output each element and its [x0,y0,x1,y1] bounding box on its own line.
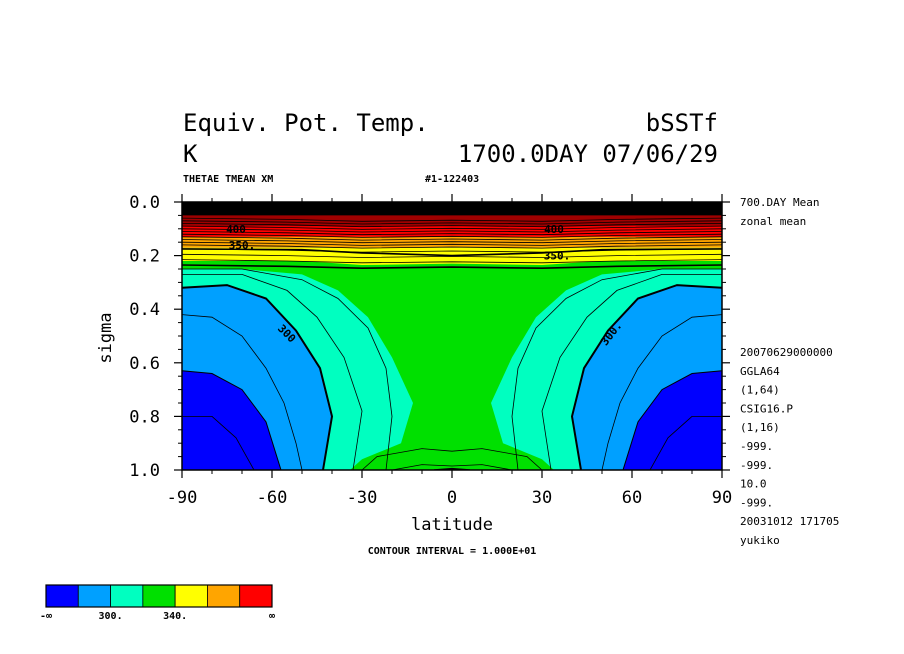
contour-interval-note: CONTOUR INTERVAL = 1.000E+01 [368,546,537,557]
contour-270-south [182,416,255,470]
y-tick-label: 1.0 [129,461,160,481]
contour-350 [182,248,722,257]
x-tick-label: 90 [712,488,732,508]
colorbar-swatch [174,584,208,608]
y-tick-label: 0.2 [129,247,160,267]
colorbar-swatch [77,584,111,608]
y-tick-label: 0.0 [129,193,160,213]
run-label: #1-122403 [425,174,479,185]
filled-contours [182,202,722,470]
contour-label: 350. [544,250,571,263]
colorbar-label: 300. [99,611,123,622]
contour-upper-0 [182,264,722,270]
deep-blue-region-north [622,370,722,470]
green-region [182,261,722,470]
contour-270-north [649,416,722,470]
contour-300-south [182,284,334,470]
title-left-line2: K [183,140,198,168]
side-info-top-line: 700.DAY Mean [740,196,819,209]
axes: -90 -60 -30 0 30 60 90 0.0 0.2 0.4 0.6 0.8 1.0 [129,193,732,508]
side-info-bottom-line: CSIG16.P [740,402,793,415]
contour-upper-10 [182,228,722,233]
side-info-bottom-line: 20031012 171705 [740,515,839,528]
x-tick-label: 60 [622,488,642,508]
y-tick-label: 0.6 [129,354,160,374]
y-axis-label: sigma [96,312,116,363]
x-tick-label: -60 [257,488,288,508]
black-top-region [182,202,722,216]
contour-upper-12 [182,223,722,228]
plot-area [182,202,722,470]
colorbar: -∞ 300. 340. ∞ [40,584,275,622]
contour-upper-6 [182,239,722,244]
contour-surface-bubble [361,448,543,470]
colorbar-swatch [45,584,79,608]
contour-310-north [541,274,722,470]
colorbar-label: -∞ [40,611,52,622]
x-tick-label: 0 [447,488,457,508]
contour-upper-4 [182,244,722,249]
contour-upper-11 [182,225,722,230]
title-right-line1: bSSTf [646,109,718,137]
contour-upper-1 [182,259,722,264]
contour-upper-13 [182,220,722,225]
contour-320-north [511,268,722,470]
contour-label: 400 [226,223,246,236]
contour-290-south [182,314,303,470]
contour-upper-14 [182,217,722,222]
title-right-line2: 1700.0DAY 07/06/29 [458,140,718,168]
colorbar-swatch [142,584,176,608]
side-info-bottom-line: 20070629000000 [740,346,833,359]
side-info-bottom-line: 10.0 [740,478,767,491]
side-info-bottom-line: (1,64) [740,384,780,397]
side-info-bottom-line: yukiko [740,534,780,547]
contour-320-south [182,268,393,470]
x-tick-label: 30 [532,488,552,508]
side-info-bottom-line: -999. [740,440,773,453]
x-tick-label: -30 [347,488,378,508]
contour-290-north [601,314,722,470]
x-tick-label: -90 [167,488,198,508]
colorbar-swatch [239,584,273,608]
y-tick-label: 0.8 [129,407,160,427]
title-left-line1: Equiv. Pot. Temp. [183,109,429,137]
colorbar-label: 340. [163,611,187,622]
contour-300-north [570,284,722,470]
x-axis-label: latitude [411,515,493,535]
contour-upper-7 [182,236,722,241]
contour-surface-inner [391,464,513,470]
colorbar-label: ∞ [269,611,275,622]
y-tick-label: 0.4 [129,300,160,320]
contour-310-south [182,274,363,470]
side-info-bottom-line: (1,16) [740,421,780,434]
contour-upper-5 [182,241,722,246]
side-info: 700.DAY Mean zonal mean 20070629000000 GGLA… [740,196,839,547]
side-info-bottom-line: -999. [740,496,773,509]
side-info-bottom-line: GGLA64 [740,365,780,378]
colorbar-swatch [110,584,144,608]
colorbar-swatch [207,584,241,608]
contour-upper-9 [182,231,722,236]
side-info-top-line: zonal mean [740,215,806,228]
colorbar-frame [45,584,273,608]
deep-blue-region-south [182,370,282,470]
contour-label: 350. [229,239,256,252]
contour-upper-8 [182,233,722,238]
variable-label: THETAE TMEAN XM [183,174,273,185]
side-info-bottom-line: -999. [740,459,773,472]
contour-label: 400 [544,223,564,236]
